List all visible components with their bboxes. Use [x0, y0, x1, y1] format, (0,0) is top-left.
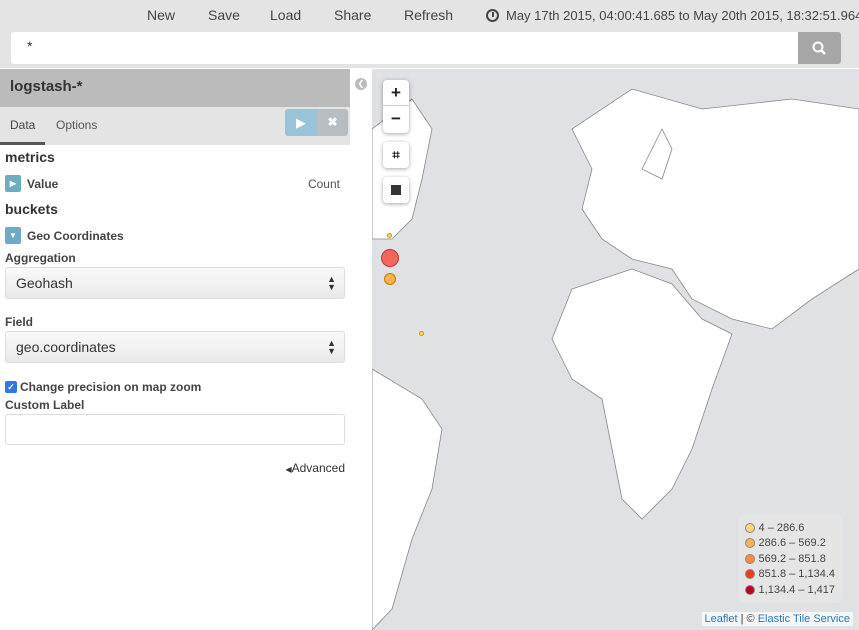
legend-dot: [744, 553, 755, 564]
map-marker-large[interactable]: [381, 249, 399, 267]
attribution-separator: | ©: [737, 613, 758, 625]
search-icon: [812, 41, 826, 55]
precision-label: Change precision on map zoom: [20, 380, 202, 394]
apply-button[interactable]: ▶: [285, 109, 317, 136]
field-select[interactable]: geo.coordinates ▲ ▼: [5, 331, 345, 363]
map-marker-small[interactable]: [387, 233, 392, 238]
caret-right-icon[interactable]: ▶: [5, 175, 21, 192]
map-marker-small[interactable]: [419, 331, 424, 336]
map-marker[interactable]: [384, 273, 396, 285]
advanced-link[interactable]: ◀Advanced: [285, 461, 345, 475]
select-arrows-icon: ▲ ▼: [327, 338, 336, 356]
search-button[interactable]: [798, 32, 841, 64]
crop-icon[interactable]: ⌗: [383, 142, 409, 168]
map[interactable]: + − ⌗ 4 – 286.6 286.6 – 569.2 569.2 – 85…: [372, 69, 859, 630]
zoom-control: + −: [383, 80, 409, 133]
precision-checkbox-row[interactable]: ✓ Change precision on map zoom: [5, 379, 201, 395]
legend-item: 851.8 – 1,134.4: [744, 567, 835, 583]
bucket-label: Geo Coordinates: [27, 228, 124, 243]
aggregation-value: Geohash: [16, 275, 73, 291]
new-button[interactable]: New: [147, 7, 176, 23]
world-map-tiles: [372, 88, 859, 630]
custom-label-input[interactable]: [5, 414, 345, 445]
share-button[interactable]: Share: [334, 7, 372, 23]
legend-dot: [744, 569, 755, 580]
metric-value-row[interactable]: ▶ Value Count: [5, 175, 340, 192]
aggregation-select[interactable]: Geohash ▲ ▼: [5, 267, 345, 299]
clock-icon: [486, 9, 499, 22]
legend-label: 286.6 – 569.2: [758, 537, 826, 550]
caret-down-icon[interactable]: ▼: [5, 227, 21, 244]
caret-left-icon: ◀: [285, 465, 292, 474]
refresh-button[interactable]: Refresh: [404, 7, 454, 23]
legend-label: 4 – 286.6: [758, 521, 805, 534]
legend-label: 569.2 – 851.8: [758, 552, 826, 565]
metrics-heading: metrics: [5, 149, 55, 165]
collapse-sidebar-icon[interactable]: ❮: [355, 78, 367, 90]
search-input[interactable]: *: [11, 32, 798, 64]
metric-label: Value: [27, 176, 59, 191]
map-attribution: Leaflet | © Elastic Tile Service: [701, 612, 853, 626]
time-range-text: May 17th 2015, 04:00:41.685 to May 20th …: [506, 8, 859, 23]
legend-dot: [744, 538, 755, 549]
metric-type: Count: [307, 176, 340, 191]
custom-label-label: Custom Label: [5, 398, 85, 412]
aggregation-label: Aggregation: [5, 251, 76, 265]
save-button[interactable]: Save: [208, 7, 240, 23]
legend-item: 569.2 – 851.8: [744, 551, 835, 567]
leaflet-link[interactable]: Leaflet: [704, 613, 738, 625]
top-navbar: New Save Load Share Refresh May 17th 201…: [0, 0, 859, 68]
bucket-row[interactable]: ▼ Geo Coordinates: [5, 227, 124, 244]
discard-button[interactable]: ✖: [317, 109, 348, 136]
tab-data[interactable]: Data: [0, 118, 46, 145]
legend-item: 1,134.4 – 1,417: [744, 582, 835, 598]
zoom-out-button[interactable]: −: [391, 109, 401, 128]
advanced-label: Advanced: [291, 461, 345, 475]
sidebar: logstash-* Data Options ▶ ✖ metrics ▶ Va…: [0, 69, 350, 630]
map-legend: 4 – 286.6 286.6 – 569.2 569.2 – 851.8 85…: [737, 515, 842, 603]
sidebar-tabs: Data Options ▶ ✖: [0, 107, 350, 145]
index-pattern-title: logstash-*: [0, 69, 350, 107]
load-button[interactable]: Load: [270, 7, 302, 23]
draw-rectangle-button[interactable]: [383, 177, 409, 203]
legend-item: 286.6 – 569.2: [744, 536, 835, 552]
time-picker[interactable]: May 17th 2015, 04:00:41.685 to May 20th …: [486, 8, 859, 23]
field-label: Field: [5, 315, 34, 329]
tab-options[interactable]: Options: [56, 118, 98, 132]
legend-label: 851.8 – 1,134.4: [758, 568, 835, 581]
field-value: geo.coordinates: [16, 339, 116, 355]
legend-dot: [744, 584, 755, 595]
elastic-tile-service-link[interactable]: Elastic Tile Service: [757, 613, 850, 625]
checkbox-checked-icon[interactable]: ✓: [5, 381, 17, 393]
legend-dot: [744, 522, 755, 533]
select-arrows-icon: ▲ ▼: [327, 274, 336, 292]
legend-item: 4 – 286.6: [744, 520, 835, 536]
zoom-in-button[interactable]: +: [383, 80, 409, 106]
buckets-heading: buckets: [5, 201, 58, 217]
legend-label: 1,134.4 – 1,417: [758, 583, 835, 596]
square-icon: [391, 185, 401, 195]
